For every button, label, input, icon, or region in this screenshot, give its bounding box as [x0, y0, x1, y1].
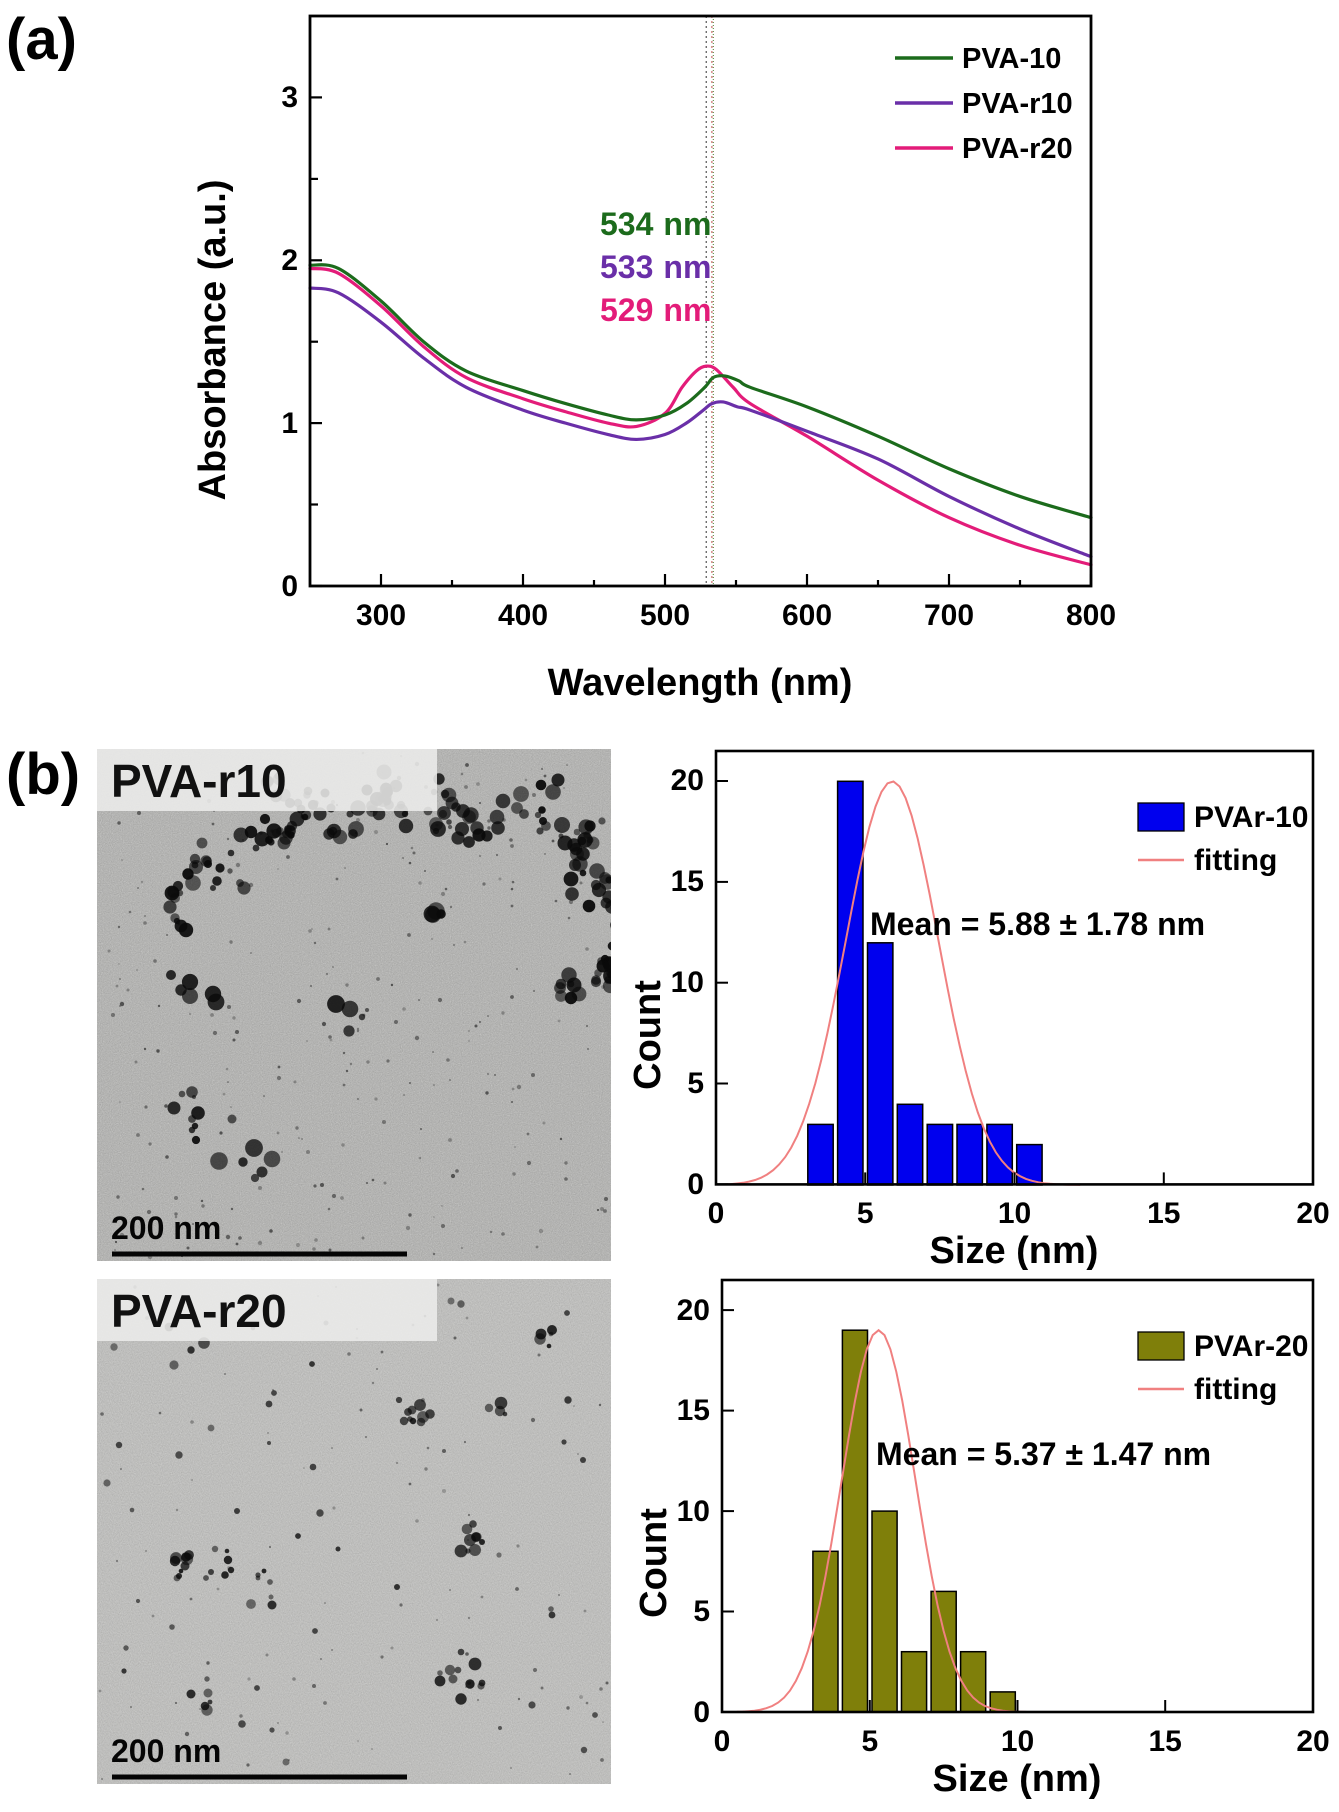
svg-text:500: 500: [640, 599, 690, 632]
svg-text:5: 5: [857, 1197, 874, 1230]
svg-text:PVA-r10: PVA-r10: [962, 88, 1073, 120]
svg-text:Size (nm): Size (nm): [930, 1230, 1099, 1270]
svg-text:20: 20: [1296, 1725, 1329, 1758]
svg-text:PVA-r20: PVA-r20: [962, 133, 1073, 165]
svg-text:1: 1: [281, 407, 298, 440]
svg-text:0: 0: [687, 1168, 704, 1201]
svg-text:0: 0: [708, 1197, 725, 1230]
svg-text:3: 3: [281, 81, 298, 114]
svg-text:15: 15: [677, 1394, 710, 1427]
svg-text:fitting: fitting: [1194, 844, 1277, 877]
svg-text:400: 400: [498, 599, 548, 632]
svg-text:PVAr-20: PVAr-20: [1194, 1330, 1309, 1363]
svg-text:Mean = 5.37 ± 1.47 nm: Mean = 5.37 ± 1.47 nm: [876, 1436, 1211, 1472]
svg-text:5: 5: [693, 1595, 710, 1628]
svg-text:fitting: fitting: [1194, 1373, 1277, 1406]
svg-text:800: 800: [1066, 599, 1116, 632]
svg-text:15: 15: [1147, 1197, 1180, 1230]
svg-text:PVAr-10: PVAr-10: [1194, 801, 1309, 834]
svg-text:10: 10: [671, 966, 704, 999]
svg-text:Mean = 5.88 ± 1.78 nm: Mean = 5.88 ± 1.78 nm: [870, 906, 1205, 942]
svg-text:Count: Count: [633, 1508, 675, 1618]
svg-text:2: 2: [281, 244, 298, 277]
svg-text:700: 700: [924, 599, 974, 632]
svg-text:5: 5: [861, 1725, 878, 1758]
svg-text:Size (nm): Size (nm): [933, 1758, 1102, 1800]
svg-text:15: 15: [1149, 1725, 1182, 1758]
svg-text:20: 20: [671, 764, 704, 797]
svg-text:20: 20: [677, 1294, 710, 1327]
svg-text:15: 15: [671, 865, 704, 898]
svg-text:0: 0: [693, 1696, 710, 1729]
svg-text:Wavelength (nm): Wavelength (nm): [548, 662, 853, 704]
svg-text:300: 300: [356, 599, 406, 632]
svg-text:10: 10: [998, 1197, 1031, 1230]
svg-text:Absorbance (a.u.): Absorbance (a.u.): [192, 180, 234, 501]
svg-text:PVA-10: PVA-10: [962, 43, 1061, 75]
svg-text:Count: Count: [627, 980, 669, 1090]
svg-text:0: 0: [714, 1725, 731, 1758]
svg-text:0: 0: [281, 570, 298, 603]
svg-text:PVA-r20: PVA-r20: [111, 1285, 287, 1337]
svg-text:20: 20: [1296, 1197, 1329, 1230]
svg-text:600: 600: [782, 599, 832, 632]
svg-text:10: 10: [677, 1495, 710, 1528]
svg-text:10: 10: [1001, 1725, 1034, 1758]
svg-text:5: 5: [687, 1067, 704, 1100]
svg-text:200 nm: 200 nm: [111, 1733, 221, 1769]
